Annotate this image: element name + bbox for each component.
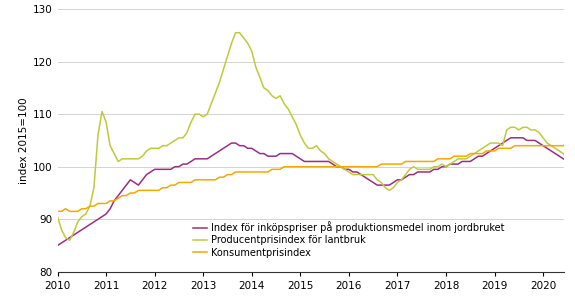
Index för inköpspriser på produktionsmedel inom jordbruket	[179, 162, 186, 166]
Konsumentprisindex	[564, 141, 571, 145]
Line: Konsumentprisindex: Konsumentprisindex	[58, 143, 575, 211]
Index för inköpspriser på produktionsmedel inom jordbruket	[564, 160, 571, 163]
Index för inköpspriser på produktionsmedel inom jordbruket	[54, 244, 61, 247]
Konsumentprisindex	[560, 144, 567, 147]
Legend: Index för inköpspriser på produktionsmedel inom jordbruket, Producentprisindex f: Index för inköpspriser på produktionsmed…	[189, 217, 509, 262]
Index för inköpspriser på produktionsmedel inom jordbruket	[527, 139, 534, 142]
Index för inköpspriser på produktionsmedel inom jordbruket	[342, 168, 348, 171]
Producentprisindex för lantbruk	[531, 128, 538, 132]
Producentprisindex för lantbruk	[370, 173, 377, 176]
Producentprisindex för lantbruk	[350, 173, 356, 176]
Line: Index för inköpspriser på produktionsmedel inom jordbruket: Index för inköpspriser på produktionsmed…	[58, 138, 575, 246]
Index för inköpspriser på produktionsmedel inom jordbruket	[362, 175, 369, 179]
Line: Producentprisindex för lantbruk: Producentprisindex för lantbruk	[58, 33, 575, 240]
Konsumentprisindex	[443, 157, 450, 161]
Konsumentprisindex	[342, 165, 348, 169]
Konsumentprisindex	[179, 181, 186, 184]
Konsumentprisindex	[362, 165, 369, 169]
Producentprisindex för lantbruk	[232, 31, 239, 34]
Index för inköpspriser på produktionsmedel inom jordbruket	[443, 165, 450, 169]
Producentprisindex för lantbruk	[568, 165, 575, 169]
Index för inköpspriser på produktionsmedel inom jordbruket	[507, 136, 514, 140]
Producentprisindex för lantbruk	[183, 131, 190, 134]
Konsumentprisindex	[54, 210, 61, 213]
Producentprisindex för lantbruk	[54, 215, 61, 218]
Konsumentprisindex	[523, 144, 530, 147]
Producentprisindex för lantbruk	[66, 239, 73, 242]
Producentprisindex för lantbruk	[451, 160, 458, 163]
Y-axis label: index 2015=100: index 2015=100	[19, 97, 29, 184]
